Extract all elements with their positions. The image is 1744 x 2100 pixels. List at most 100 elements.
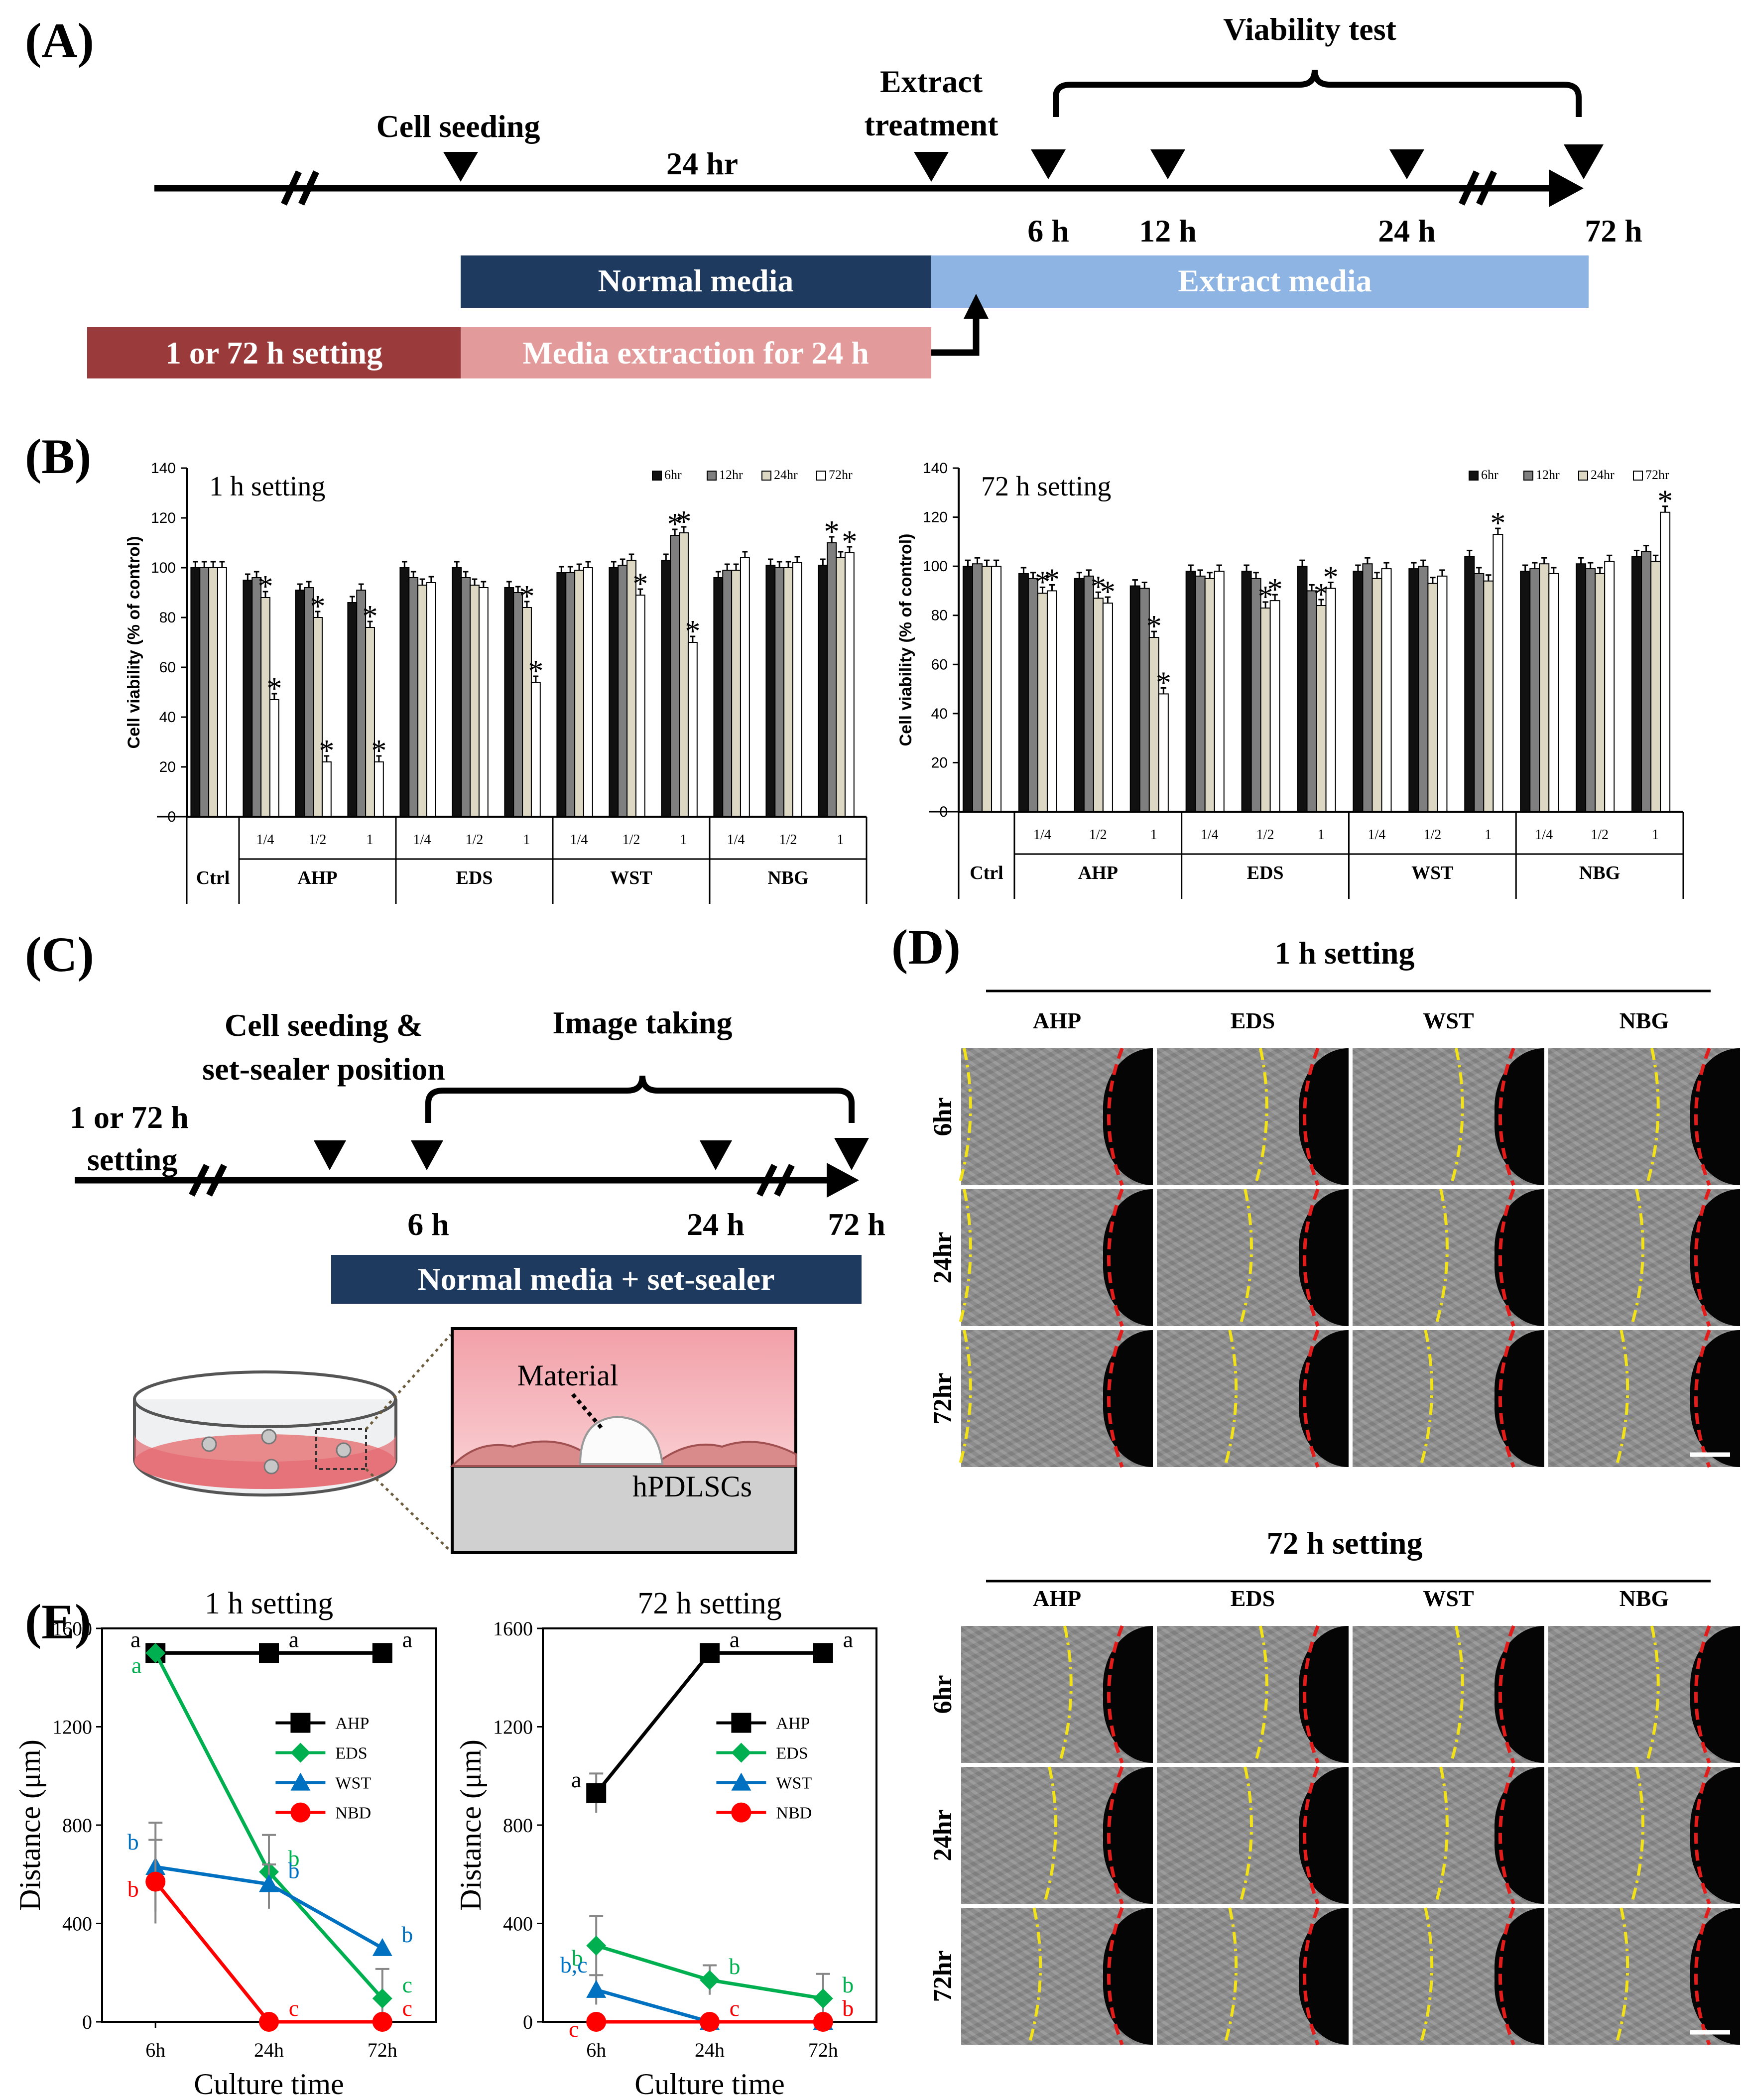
timeline-arrowhead bbox=[1549, 169, 1584, 207]
e2-marker bbox=[700, 1970, 720, 1990]
b2-ratio-label: 1 bbox=[1485, 827, 1492, 843]
b1-legend-label: 6hr bbox=[664, 468, 682, 482]
b2-significance-star: * bbox=[1156, 666, 1171, 700]
e1-marker bbox=[145, 1871, 166, 1892]
e2-significance-letter: b bbox=[842, 1995, 854, 2021]
e2-significance-letter: b bbox=[842, 1995, 854, 2021]
e1-x-tick-label: 6h bbox=[145, 2039, 165, 2061]
e2-marker bbox=[586, 1783, 607, 1803]
b2-ratio-label: 1 bbox=[1318, 827, 1325, 843]
b2-group-label: NBG bbox=[1579, 863, 1620, 883]
e2-marker bbox=[586, 1935, 607, 1956]
b1-ratio-label: 1/4 bbox=[570, 832, 588, 848]
b1-significance-star: * bbox=[310, 590, 326, 623]
e2-significance-letter: a bbox=[730, 1626, 740, 1652]
b2-significance-star: * bbox=[1657, 485, 1673, 518]
b2-ratio-label: 1/2 bbox=[1256, 827, 1274, 843]
b1-y-tick-label: 140 bbox=[151, 460, 176, 477]
b2-ratio-label: 1 bbox=[1652, 827, 1659, 843]
b2-significance-star: * bbox=[1146, 610, 1162, 643]
material-label: Material bbox=[517, 1359, 618, 1392]
e1-series-line bbox=[154, 1652, 384, 2000]
e1-y-tick-label: 1200 bbox=[52, 1716, 92, 1738]
panel-a-timeline: (A) Viability test Extract treatment Cel… bbox=[25, 11, 1642, 378]
b1-ratio-label: 1 bbox=[523, 832, 530, 848]
e1-title: 1 h setting bbox=[205, 1587, 333, 1620]
axis-break-marks bbox=[281, 170, 1497, 206]
b2-ratio-label: 1/4 bbox=[1033, 827, 1051, 843]
b1-significance-star: * bbox=[258, 570, 273, 604]
e1-significance-letter: b bbox=[401, 1922, 413, 1947]
culture-dish-illustration bbox=[133, 1334, 452, 1552]
e1-y-tick-label: 1600 bbox=[52, 1617, 92, 1640]
b1-legend-swatch bbox=[761, 471, 771, 481]
b2-group-label: Ctrl bbox=[970, 863, 1003, 883]
e2-legend-marker bbox=[731, 1713, 751, 1733]
e2-significance-letter: b,c bbox=[560, 1952, 588, 1977]
b1-significance-star: * bbox=[528, 654, 543, 688]
b2-ratio-label: 1/2 bbox=[1591, 827, 1609, 843]
panel-label-c: (C) bbox=[25, 927, 94, 982]
b1-ratio-label: 1/2 bbox=[779, 832, 797, 848]
b1-significance-star: * bbox=[842, 525, 857, 559]
b2-significance-star: * bbox=[1091, 570, 1106, 604]
b2-y-tick-label: 120 bbox=[923, 509, 948, 526]
b1-legend-swatch bbox=[652, 471, 662, 481]
time-12h: 12 h bbox=[1139, 213, 1197, 248]
b1-ratio-label: 1 bbox=[680, 832, 687, 848]
e1-legend-label: NBD bbox=[335, 1804, 371, 1823]
time-c-6h: 6 h bbox=[407, 1207, 449, 1242]
time-c-72h: 72 h bbox=[828, 1207, 885, 1242]
e1-y-tick-label: 400 bbox=[62, 1913, 92, 1935]
b2-significance-star: * bbox=[1490, 506, 1505, 540]
e1-plot-frame bbox=[101, 1627, 437, 2023]
e1-marker bbox=[372, 1938, 392, 1956]
b2-ratio-label: 1/2 bbox=[1423, 827, 1441, 843]
b1-ratio-label: 1/2 bbox=[623, 832, 640, 848]
e1-marker bbox=[145, 1643, 166, 1663]
e2-marker bbox=[813, 2012, 833, 2032]
b2-y-axis-label: Cell viability (% of control) bbox=[896, 534, 915, 746]
b1-ratio-label: 1/4 bbox=[727, 832, 745, 848]
b2-ratio-label: 1 bbox=[1150, 827, 1157, 843]
e1-significance-letter: a bbox=[130, 1626, 140, 1652]
normal-media-sealer-label: Normal media + set-sealer bbox=[417, 1261, 774, 1297]
e1-legend-label: WST bbox=[335, 1774, 371, 1793]
e1-marker bbox=[259, 1643, 279, 1663]
b1-title: 1 h setting bbox=[209, 471, 325, 502]
b2-legend-swatch bbox=[1469, 471, 1479, 481]
b1-ratio-label: 1 bbox=[367, 832, 374, 848]
e1-marker bbox=[259, 1874, 279, 1892]
e2-marker bbox=[586, 2012, 607, 2032]
time-c-24h: 24 h bbox=[687, 1207, 745, 1242]
b1-significance-star: * bbox=[519, 580, 535, 614]
timeline-c-markers bbox=[314, 1138, 869, 1170]
e2-legend-label: WST bbox=[776, 1774, 812, 1793]
e1-legend-label: EDS bbox=[335, 1744, 367, 1763]
timeline-markers bbox=[443, 144, 1604, 182]
b1-y-tick-label: 20 bbox=[159, 759, 176, 775]
panel-label-b: (B) bbox=[25, 429, 91, 484]
b2-significance-star: * bbox=[1267, 573, 1283, 607]
cell-seeding-label: Cell seeding bbox=[376, 109, 540, 144]
image-taking-brace bbox=[425, 1075, 855, 1123]
e1-legend-marker bbox=[290, 1772, 311, 1791]
b2-legend-label: 6hr bbox=[1481, 468, 1498, 482]
extract-media-label: Extract media bbox=[1178, 263, 1371, 298]
b1-y-tick-label: 60 bbox=[159, 659, 176, 676]
b1-significance-star: * bbox=[266, 672, 282, 706]
e2-x-tick-label: 24h bbox=[695, 2039, 725, 2061]
cell-seeding-c-1: Cell seeding & bbox=[225, 1007, 423, 1043]
extract-media-bar bbox=[931, 255, 1589, 308]
e1-significance-letter: c bbox=[289, 1995, 299, 2021]
image-taking-label: Image taking bbox=[553, 1005, 733, 1040]
b1-legend-label: 24hr bbox=[774, 468, 798, 482]
e1-significance-letter: b bbox=[288, 1846, 300, 1871]
e2-significance-letter: b bbox=[729, 1954, 741, 1979]
e1-significance-letter: a bbox=[131, 1652, 141, 1678]
b1-legend-label: 12hr bbox=[719, 468, 743, 482]
b1-group-label: Ctrl bbox=[196, 867, 230, 888]
setting-bar bbox=[87, 327, 461, 378]
b2-legend-swatch bbox=[1578, 471, 1588, 481]
